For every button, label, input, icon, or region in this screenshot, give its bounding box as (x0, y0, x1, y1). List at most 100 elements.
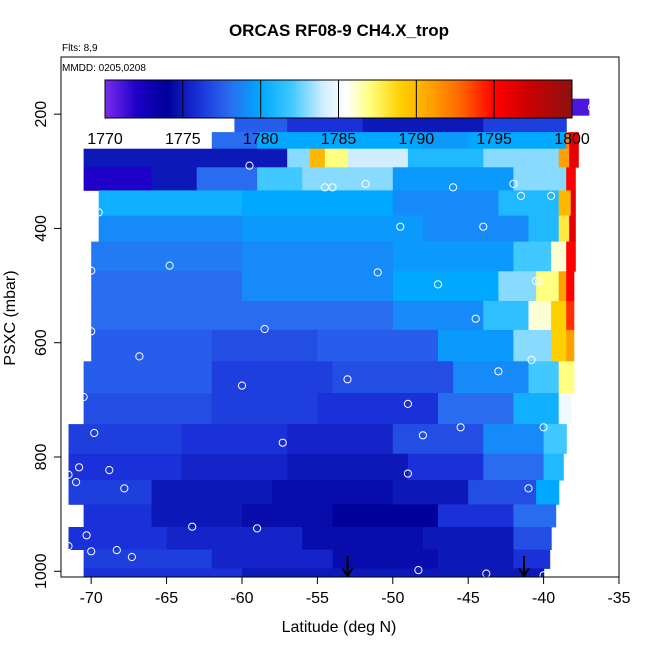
sample-point (260, 324, 269, 334)
sample-point (532, 276, 541, 286)
heat-cell (551, 301, 567, 331)
heat-cell (468, 480, 537, 505)
heat-cell (287, 453, 409, 481)
heat-cell (453, 361, 530, 394)
heat-cell (407, 148, 484, 168)
sample-point (539, 423, 548, 432)
heat-cell (272, 480, 394, 505)
plot-area (64, 98, 597, 577)
sample-point (90, 428, 99, 438)
heat-cell (362, 115, 484, 133)
heat-cell (211, 549, 333, 569)
heat-cell (68, 480, 152, 505)
sample-point (253, 524, 262, 533)
heat-cell (566, 271, 575, 302)
heat-cell (543, 424, 567, 454)
heat-cell (528, 301, 552, 331)
sample-point (539, 571, 548, 577)
heat-cell (309, 148, 326, 168)
colorbar-tick-label: 1790 (399, 131, 435, 148)
heat-cell (242, 241, 394, 272)
sample-point (278, 438, 287, 447)
y-tick-label: 400 (33, 215, 50, 242)
sample-point (120, 484, 129, 493)
sample-point (414, 566, 423, 575)
colorbar-tick-label: 1800 (554, 131, 590, 148)
x-tick-label: -45 (457, 590, 480, 607)
y-tick-label: 200 (33, 101, 50, 128)
sample-point (87, 547, 96, 556)
x-axis-label: Latitude (deg N) (282, 619, 397, 636)
sample-point (403, 469, 412, 478)
heat-cell (528, 215, 560, 242)
sample-point (403, 399, 412, 408)
sample-point (482, 569, 491, 577)
heat-cell (181, 424, 288, 454)
latitude-arrow (341, 556, 354, 577)
heat-cell (392, 301, 484, 331)
heat-cell (438, 549, 514, 569)
flights-label: Flts: 8,9 (62, 43, 98, 54)
dates-label: MMDD: 0205,0208 (62, 63, 146, 74)
heat-cell (566, 167, 576, 191)
heat-cell (392, 190, 499, 216)
heat-cell (392, 271, 499, 302)
y-axis-label: PSXC (mbar) (2, 270, 19, 365)
sample-point (509, 179, 518, 188)
heat-cell (91, 241, 243, 272)
heat-cell (91, 271, 243, 302)
heat-cell (566, 241, 576, 272)
heat-cell (438, 504, 514, 528)
heat-cell (83, 361, 213, 394)
heat-cell (211, 329, 318, 362)
heat-cell (68, 424, 183, 454)
heat-cell (468, 132, 567, 150)
heat-cell (392, 241, 514, 272)
x-tick-label: -65 (155, 590, 178, 607)
y-tick-label: 1000 (33, 553, 50, 589)
heat-cell (513, 167, 567, 191)
sample-point (188, 522, 197, 531)
heat-cell (91, 329, 213, 362)
sample-point (245, 161, 254, 170)
heat-cell (332, 361, 454, 394)
heat-cell (438, 393, 514, 425)
sample-point (127, 552, 136, 562)
x-tick-label: -35 (607, 590, 630, 607)
heat-cell (551, 241, 567, 272)
heat-cell (83, 568, 243, 577)
plot-frame (60, 56, 620, 578)
sample-point (135, 352, 144, 361)
heat-cell (392, 568, 545, 577)
colorbar-tick-label: 1795 (476, 131, 512, 148)
heat-cell (242, 301, 394, 331)
heat-cell (422, 132, 469, 150)
heat-cell (536, 480, 560, 505)
colorbar-tick-label: 1775 (165, 131, 201, 148)
heat-cell (422, 215, 530, 242)
sample-point (112, 546, 121, 555)
sample-point (75, 463, 84, 472)
sample-point (494, 367, 503, 376)
heat-cell (558, 361, 575, 394)
y-tick-label: 800 (33, 444, 50, 471)
heat-cell (68, 453, 183, 481)
heat-cell (257, 132, 424, 150)
sample-point (516, 191, 526, 200)
heat-cell (98, 215, 243, 242)
sample-point (449, 183, 458, 192)
heat-cell (513, 549, 551, 569)
sample-point (165, 261, 174, 270)
heat-cell (569, 215, 576, 242)
sample-point (535, 276, 544, 286)
heat-cell (392, 424, 484, 454)
heat-cell (83, 504, 153, 528)
heat-cell (166, 527, 303, 550)
heat-cell (83, 148, 288, 168)
heat-cell (566, 301, 575, 331)
sample-point (328, 183, 337, 192)
colorbar-tick-label: 1770 (87, 131, 123, 148)
x-tick-label: -60 (230, 590, 253, 607)
heat-cell (287, 148, 311, 168)
sample-point (479, 222, 488, 231)
